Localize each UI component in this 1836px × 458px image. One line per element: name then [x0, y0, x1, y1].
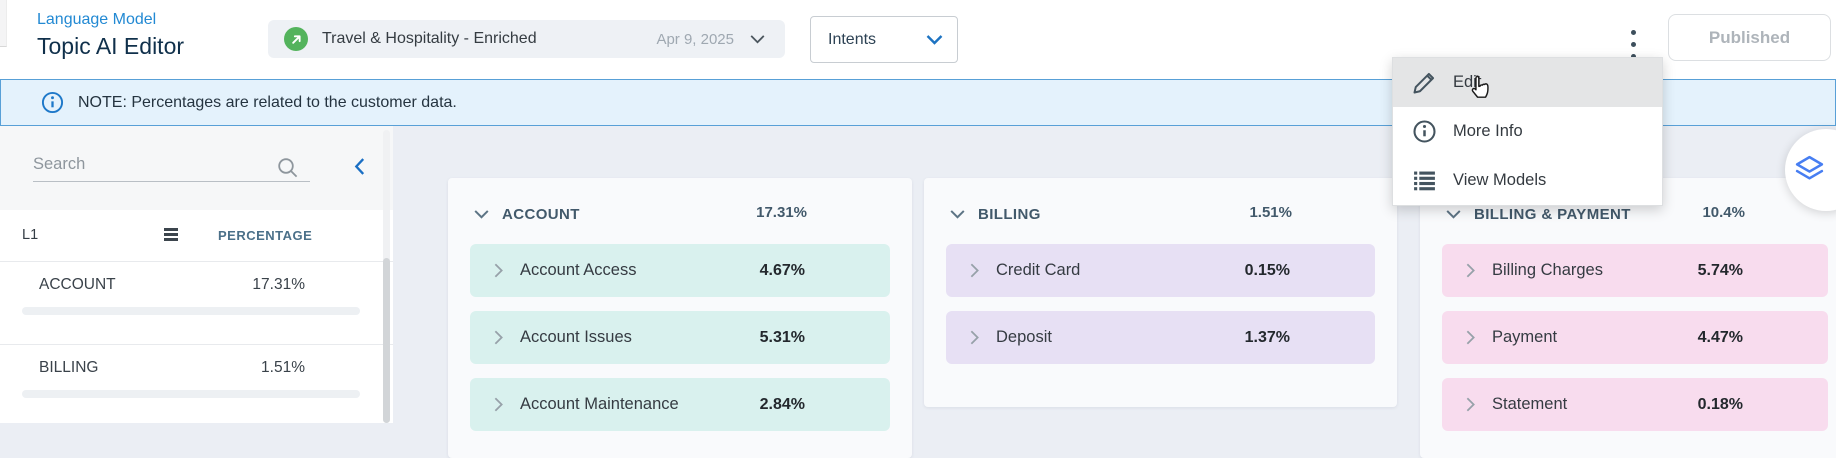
- subtopic-label: Billing Charges: [1492, 261, 1603, 279]
- chevron-right-icon[interactable]: [970, 330, 979, 345]
- row-percentage: 17.31%: [252, 276, 305, 293]
- row-label: BILLING: [39, 359, 99, 376]
- breadcrumb-language-model[interactable]: Language Model: [37, 11, 157, 28]
- chevron-right-icon[interactable]: [970, 263, 979, 278]
- info-icon: [1411, 119, 1437, 144]
- subtopic-label: Payment: [1492, 328, 1558, 346]
- subtopic-row[interactable]: Account Maintenance 2.84%: [470, 378, 890, 431]
- chevron-down-icon: [926, 34, 943, 45]
- subtopic-row[interactable]: Statement 0.18%: [1442, 378, 1828, 431]
- sidebar-row-billing[interactable]: BILLING 1.51%: [0, 345, 393, 423]
- subtopic-label: Account Access: [520, 261, 637, 279]
- topic-card-billing-payment: BILLING & PAYMENT 10.4% Billing Charges …: [1420, 178, 1836, 458]
- note-text: NOTE: Percentages are related to the cus…: [78, 93, 457, 111]
- chevron-right-icon[interactable]: [494, 397, 503, 412]
- subtopic-percentage: 0.18%: [1697, 395, 1743, 413]
- subtopic-list: Account Access 4.67% Account Issues 5.31…: [470, 244, 890, 445]
- model-selector[interactable]: Travel & Hospitality - Enriched Apr 9, 2…: [268, 20, 785, 58]
- info-icon: [41, 91, 64, 114]
- subtopic-label: Account Maintenance: [520, 395, 679, 413]
- topic-card-account: ACCOUNT 17.31% Account Access 4.67% Acco…: [448, 178, 912, 458]
- subtopic-percentage: 5.74%: [1697, 261, 1743, 279]
- chevron-down-icon[interactable]: [950, 209, 965, 219]
- topic-percentage: 1.51%: [1249, 204, 1292, 221]
- chevron-right-icon[interactable]: [494, 330, 503, 345]
- topics-sidebar: L1 PERCENTAGE ACCOUNT 17.31% BILLING 1.5…: [0, 126, 393, 423]
- corner-strip: [0, 0, 7, 47]
- topic-card-header[interactable]: BILLING: [950, 202, 1397, 226]
- subtopic-label: Statement: [1492, 395, 1568, 413]
- topic-title: BILLING: [978, 205, 1041, 223]
- model-date: Apr 9, 2025: [656, 30, 734, 48]
- subtopic-row[interactable]: Deposit 1.37%: [946, 311, 1375, 364]
- menu-item-label: View Models: [1453, 171, 1547, 189]
- subtopic-row[interactable]: Billing Charges 5.74%: [1442, 244, 1828, 297]
- subtopic-row[interactable]: Payment 4.47%: [1442, 311, 1828, 364]
- published-status-icon: [284, 27, 308, 51]
- chevron-down-icon[interactable]: [1446, 209, 1461, 219]
- menu-item-view-models[interactable]: View Models: [1393, 156, 1662, 205]
- row-percentage: 1.51%: [261, 359, 305, 376]
- column-header-percentage[interactable]: PERCENTAGE: [218, 228, 313, 243]
- context-menu: Edit More Info View Models: [1392, 57, 1663, 206]
- intents-dropdown-value: Intents: [828, 30, 877, 48]
- model-name: Travel & Hospitality - Enriched: [322, 30, 537, 47]
- subtopic-percentage: 4.47%: [1697, 328, 1743, 346]
- sidebar-table-header: L1 PERCENTAGE: [0, 210, 393, 262]
- menu-item-label: More Info: [1453, 122, 1523, 140]
- subtopic-label: Credit Card: [996, 261, 1081, 279]
- subtopic-row[interactable]: Account Issues 5.31%: [470, 311, 890, 364]
- subtopic-percentage: 5.31%: [759, 328, 805, 346]
- list-icon: [1411, 168, 1437, 193]
- chevron-down-icon[interactable]: [474, 209, 489, 219]
- chevron-right-icon[interactable]: [1466, 397, 1475, 412]
- chevron-right-icon[interactable]: [494, 263, 503, 278]
- more-options-kebab-icon[interactable]: [1621, 22, 1645, 66]
- sidebar-search-area: [0, 126, 393, 210]
- topic-card-billing: BILLING 1.51% Credit Card 0.15% Deposit …: [924, 178, 1397, 407]
- topic-title: ACCOUNT: [502, 205, 580, 223]
- subtopic-percentage: 4.67%: [759, 261, 805, 279]
- sidebar-row-account[interactable]: ACCOUNT 17.31%: [0, 262, 393, 345]
- topic-card-header[interactable]: BILLING & PAYMENT: [1446, 202, 1836, 226]
- subtopic-list: Credit Card 0.15% Deposit 1.37%: [946, 244, 1375, 378]
- intents-dropdown[interactable]: Intents: [810, 16, 958, 63]
- menu-sort-icon[interactable]: [164, 228, 178, 241]
- subtopic-percentage: 1.37%: [1244, 328, 1290, 346]
- topic-title: BILLING & PAYMENT: [1474, 205, 1631, 223]
- column-header-l1[interactable]: L1: [22, 227, 39, 243]
- subtopic-row[interactable]: Credit Card 0.15%: [946, 244, 1375, 297]
- subtopic-label: Deposit: [996, 328, 1052, 346]
- subtopic-list: Billing Charges 5.74% Payment 4.47% Stat…: [1442, 244, 1828, 445]
- collapse-sidebar-icon[interactable]: [348, 155, 370, 177]
- pencil-icon: [1411, 70, 1437, 95]
- topic-percentage: 10.4%: [1702, 204, 1745, 221]
- row-label: ACCOUNT: [39, 276, 116, 293]
- app-header: Language Model Topic AI Editor Travel & …: [0, 0, 1836, 79]
- search-icon[interactable]: [277, 157, 299, 179]
- menu-item-label: Edit: [1453, 73, 1482, 91]
- layers-icon: [1794, 155, 1825, 182]
- topic-percentage: 17.31%: [756, 204, 807, 221]
- subtopic-row[interactable]: Account Access 4.67%: [470, 244, 890, 297]
- page-title: Topic AI Editor: [37, 33, 185, 59]
- progress-track: [22, 390, 360, 398]
- chevron-right-icon[interactable]: [1466, 263, 1475, 278]
- progress-track: [22, 307, 360, 315]
- subtopic-label: Account Issues: [520, 328, 632, 346]
- chevron-right-icon[interactable]: [1466, 330, 1475, 345]
- published-button[interactable]: Published: [1668, 14, 1831, 61]
- menu-item-more-info[interactable]: More Info: [1393, 107, 1662, 156]
- sidebar-scrollbar-thumb[interactable]: [383, 258, 390, 423]
- subtopic-percentage: 2.84%: [759, 395, 805, 413]
- chevron-down-icon[interactable]: [750, 34, 765, 44]
- topic-card-header[interactable]: ACCOUNT: [474, 202, 912, 226]
- subtopic-percentage: 0.15%: [1244, 261, 1290, 279]
- search-input[interactable]: [33, 148, 310, 182]
- menu-item-edit[interactable]: Edit: [1393, 58, 1662, 107]
